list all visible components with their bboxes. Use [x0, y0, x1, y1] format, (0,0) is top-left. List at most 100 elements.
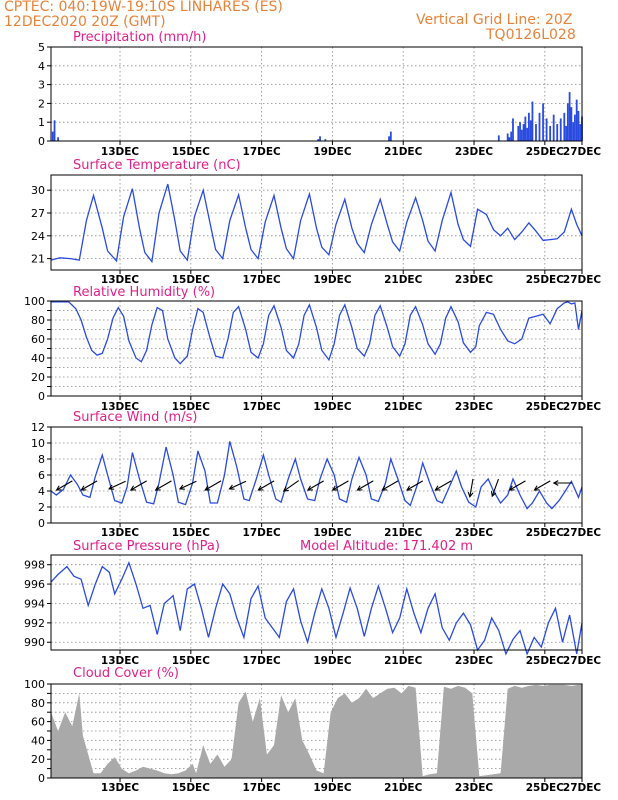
- precip-bar: [389, 131, 392, 141]
- wind-arrow-shaft: [357, 480, 374, 491]
- precip-bar: [565, 125, 567, 141]
- precip-bar: [568, 92, 571, 141]
- y-tick-label: 994: [24, 597, 45, 610]
- wind-arrow-head: [108, 484, 115, 490]
- y-tick-label: 998: [24, 559, 45, 572]
- x-tick-label: 17DEC: [243, 401, 282, 413]
- x-tick-label: 27DEC: [563, 655, 602, 667]
- precip-bar: [506, 133, 509, 141]
- panel-title: Surface Pressure (hPa): [73, 539, 220, 554]
- precip-bar: [563, 112, 566, 141]
- y-tick-label: 990: [24, 636, 45, 649]
- y-tick-label: 3: [38, 79, 45, 92]
- x-tick-label: 13DEC: [101, 401, 140, 413]
- wind-arrow-shaft: [204, 480, 222, 491]
- y-tick-label: 40: [31, 352, 45, 365]
- wind-arrow-shaft: [435, 480, 452, 491]
- x-tick-label: 25DEC: [526, 655, 565, 667]
- precip-bar: [512, 118, 514, 141]
- x-tick-label: 19DEC: [313, 146, 352, 158]
- precip-bar: [535, 124, 537, 141]
- y-tick-label: 4: [38, 485, 45, 498]
- x-tick-label: 21DEC: [384, 782, 423, 794]
- x-tick-label: 17DEC: [243, 274, 282, 286]
- wind-arrow-shaft: [56, 480, 73, 491]
- x-tick-label: 21DEC: [384, 655, 423, 667]
- x-tick-label: 25DEC: [526, 401, 565, 413]
- x-tick-label: 25DEC: [526, 274, 565, 286]
- x-tick-label: 19DEC: [313, 401, 352, 413]
- y-tick-label: 0: [38, 135, 45, 148]
- panel-title: Surface Wind (m/s): [73, 410, 197, 425]
- y-tick-label: 1: [38, 116, 45, 129]
- x-tick-label: 23DEC: [455, 401, 494, 413]
- wind-arrow-head: [490, 491, 497, 498]
- wind-arrow-shaft: [406, 480, 424, 491]
- x-tick-label: 15DEC: [172, 274, 211, 286]
- wind-arrow-shaft: [155, 480, 172, 491]
- y-tick-label: 2: [38, 501, 45, 514]
- x-tick-label: 15DEC: [172, 655, 211, 667]
- y-tick-label: 60: [31, 333, 45, 346]
- x-tick-label: 23DEC: [455, 274, 494, 286]
- precip-bar: [508, 137, 511, 141]
- panel-title: Precipitation (mm/h): [73, 30, 206, 45]
- wind-arrow-shaft: [381, 480, 399, 491]
- x-tick-label: 17DEC: [243, 527, 282, 539]
- y-tick-label: 27: [31, 207, 45, 220]
- y-tick-label: 5: [38, 41, 45, 54]
- x-tick-label: 21DEC: [384, 146, 423, 158]
- y-tick-label: 6: [38, 469, 45, 482]
- precip-bar: [519, 122, 521, 141]
- wind-arrow-head: [406, 485, 413, 491]
- y-tick-label: 80: [31, 314, 45, 327]
- x-tick-label: 21DEC: [384, 274, 423, 286]
- precip-bar: [319, 136, 321, 141]
- x-tick-label: 17DEC: [243, 655, 282, 667]
- wind-arrow-shaft: [469, 478, 474, 497]
- wind-arrow-head: [80, 485, 87, 491]
- panel-frame: [50, 554, 583, 651]
- header-date: 12DEC2020 20Z (GMT): [4, 14, 166, 30]
- wind-arrow-shaft: [130, 480, 147, 491]
- panel-frame: [50, 174, 583, 271]
- precip-bar: [57, 137, 59, 141]
- x-tick-label: 15DEC: [172, 782, 211, 794]
- y-tick-label: 2: [38, 97, 45, 110]
- x-tick-label: 23DEC: [455, 146, 494, 158]
- panel-title: Surface Temperature (nC): [73, 158, 241, 173]
- x-tick-label: 13DEC: [101, 527, 140, 539]
- precip-bar: [517, 125, 520, 141]
- panel-0: 0 1 2 3 4 5 13DEC 15DEC 17DEC 19DEC 21DEC 23DEC 25DE…: [38, 30, 601, 158]
- header-location: CPTEC: 040:19W-19:10S LINHARES (ES): [4, 0, 283, 15]
- precip-bar: [538, 112, 541, 141]
- x-tick-label: 27DEC: [563, 146, 602, 158]
- wind-arrow-shaft: [332, 480, 349, 491]
- y-tick-label: 0: [38, 772, 45, 785]
- panel-1: 21 24 27 30 13DEC 15DEC 17DEC 19DEC 21DEC 23DEC 25…: [31, 158, 601, 286]
- panel-5: 0 20 40 60 80 100 13DEC 15DEC 17DEC 19DEC 21DEC 23D…: [24, 666, 601, 794]
- wind-arrow-shaft: [108, 480, 126, 490]
- precip-bar: [549, 125, 552, 141]
- series-line-3: [50, 441, 583, 510]
- series-line-1: [50, 183, 583, 264]
- header-vertical-grid: Vertical Grid Line: 20Z: [416, 12, 573, 28]
- x-tick-label: 27DEC: [563, 527, 602, 539]
- x-tick-label: 13DEC: [101, 655, 140, 667]
- y-tick-label: 100: [24, 678, 45, 691]
- y-tick-label: 30: [31, 184, 45, 197]
- precip-bar: [317, 139, 320, 141]
- x-tick-label: 27DEC: [563, 274, 602, 286]
- x-tick-label: 25DEC: [526, 146, 565, 158]
- y-tick-label: 24: [31, 230, 45, 243]
- wind-arrow-head: [178, 484, 185, 490]
- precip-bar: [570, 107, 573, 141]
- y-tick-label: 10: [31, 437, 45, 450]
- precip-bar: [531, 101, 534, 141]
- y-tick-label: 12: [31, 421, 45, 434]
- precip-bar: [497, 135, 500, 141]
- x-tick-label: 13DEC: [101, 782, 140, 794]
- y-tick-label: 21: [31, 253, 45, 266]
- precip-bar: [524, 116, 527, 141]
